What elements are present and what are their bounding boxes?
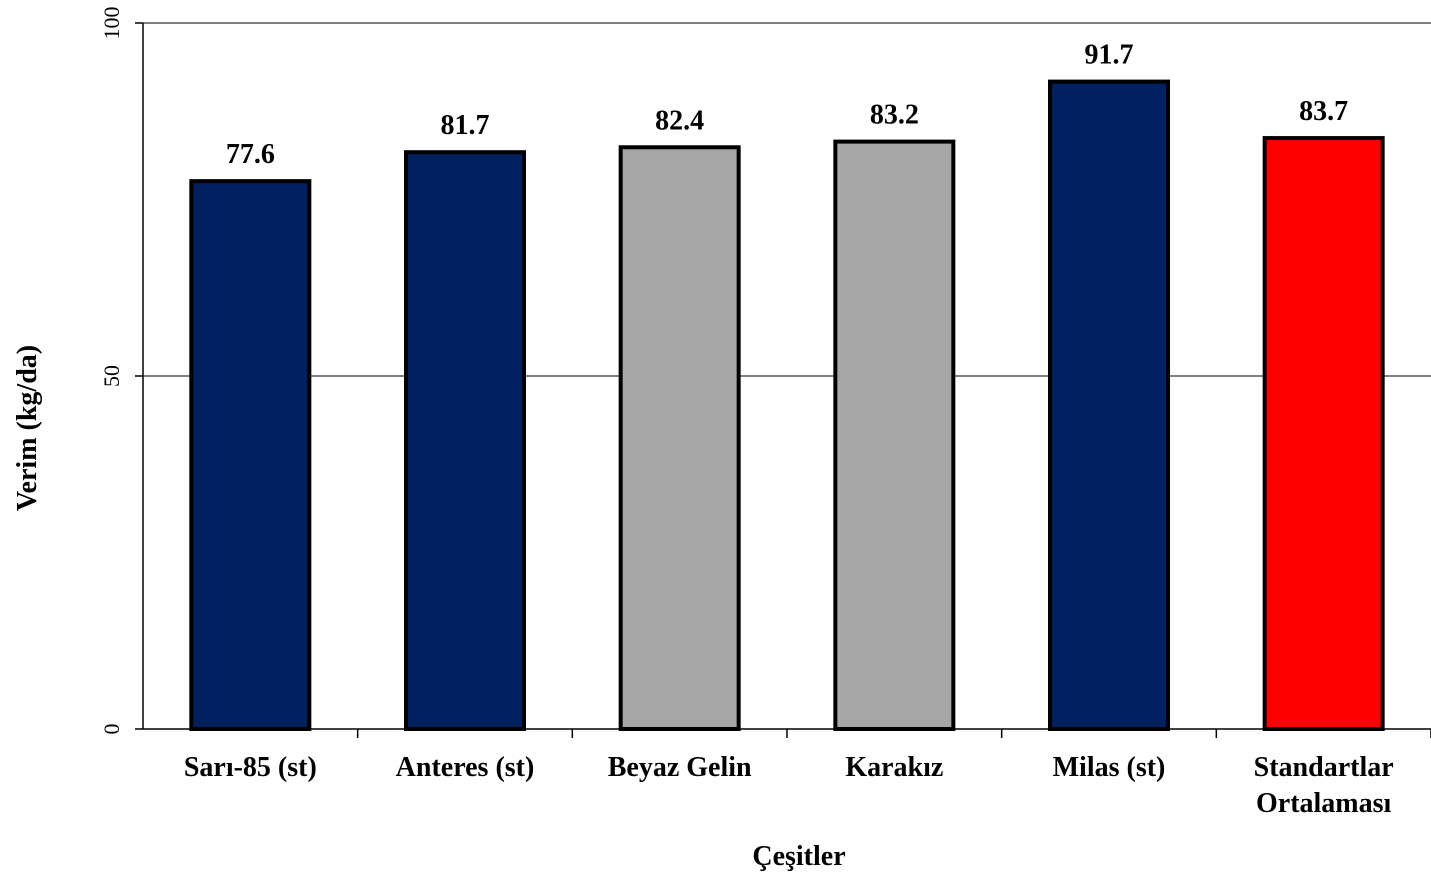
bar [1262, 136, 1385, 731]
y-tick-label: 50 [99, 365, 124, 387]
category-label: Milas (st) [1053, 752, 1166, 783]
x-axis-ticks [356, 729, 1431, 738]
y-axis-title: Verim (kg/da) [12, 345, 43, 511]
category-label: Sarı-85 (st) [184, 752, 317, 783]
value-labels: 77.6 81.7 82.4 83.2 91.7 83.7 [226, 40, 1348, 171]
bar [833, 139, 956, 732]
value-label: 83.2 [870, 100, 919, 131]
bar [189, 179, 312, 732]
y-tick-label: 100 [99, 7, 124, 40]
bar [618, 145, 741, 732]
value-label: 82.4 [655, 105, 704, 136]
bars [189, 79, 1385, 732]
category-label: Standartlar [1254, 752, 1394, 783]
category-label: Ortalaması [1256, 788, 1392, 819]
grid-lines [143, 22, 1431, 377]
bar [404, 150, 526, 731]
y-axis-ticks: 0 50 100 [99, 7, 143, 735]
bar [1048, 79, 1170, 731]
value-label: 91.7 [1085, 40, 1134, 71]
x-axis-title: Çeşitler [752, 841, 845, 872]
value-label: 77.6 [226, 139, 275, 170]
category-label: Anteres (st) [396, 752, 535, 783]
value-label: 81.7 [441, 110, 490, 141]
category-label: Beyaz Gelin [608, 752, 752, 783]
y-tick-label: 0 [99, 724, 124, 735]
value-label: 83.7 [1299, 96, 1348, 127]
category-labels: Sarı-85 (st) Anteres (st) Beyaz Gelin Karak… [184, 752, 1394, 819]
category-label: Karakız [845, 752, 943, 783]
